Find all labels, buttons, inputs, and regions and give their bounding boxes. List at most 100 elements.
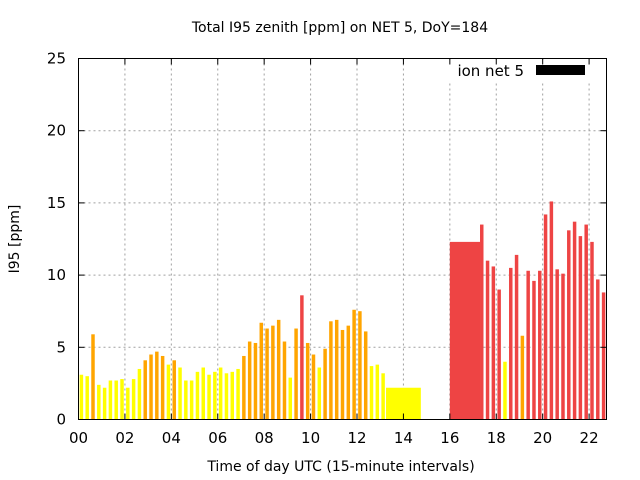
bar — [329, 321, 333, 420]
bar — [195, 371, 200, 420]
bar — [572, 221, 577, 420]
bar — [346, 325, 351, 420]
y-tick-label: 0 — [56, 411, 66, 429]
bar — [300, 295, 304, 420]
bar — [137, 368, 142, 420]
x-tick-label: 16 — [440, 429, 459, 447]
bar — [601, 292, 606, 420]
bar — [584, 224, 588, 420]
y-tick-label: 5 — [56, 338, 66, 356]
bar — [247, 341, 252, 420]
bar — [590, 241, 594, 420]
bar — [526, 270, 530, 420]
bar — [514, 254, 519, 420]
bar — [102, 387, 107, 420]
y-axis-label: I95 [ppm] — [7, 205, 23, 274]
bar — [218, 367, 223, 420]
ticks — [78, 58, 607, 420]
chart-title: Total I95 zenith [ppm] on NET 5, DoY=184 — [191, 20, 488, 36]
y-tick-label: 10 — [47, 266, 66, 284]
bar — [497, 289, 501, 420]
bar — [213, 371, 217, 420]
bar — [340, 329, 345, 420]
bar — [288, 377, 293, 420]
bar — [375, 364, 380, 420]
x-tick-label: 04 — [162, 429, 181, 447]
bar — [120, 379, 124, 420]
bar — [160, 355, 165, 420]
bar — [561, 273, 565, 420]
bar — [352, 309, 356, 420]
bar — [79, 374, 84, 420]
x-tick-label: 08 — [255, 429, 274, 447]
bar — [334, 319, 339, 420]
bar — [265, 328, 269, 420]
bar — [201, 367, 205, 420]
bar — [172, 360, 176, 420]
bar — [149, 354, 153, 420]
bar — [259, 322, 264, 420]
bar — [230, 371, 234, 420]
legend: ion net 5 — [457, 62, 585, 80]
x-tick-label: 20 — [533, 429, 552, 447]
bar — [131, 379, 136, 420]
y-tick-labels: 0 5 10 15 20 25 — [47, 50, 66, 429]
x-axis-label: Time of day UTC (15-minute intervals) — [206, 459, 474, 475]
bar — [207, 374, 211, 420]
bar — [242, 355, 246, 420]
bar — [166, 364, 171, 420]
bar — [596, 279, 600, 420]
x-tick-label: 02 — [115, 429, 134, 447]
bar — [126, 387, 130, 420]
bar — [108, 380, 113, 420]
bar — [178, 367, 182, 420]
bar — [503, 361, 507, 420]
bar — [271, 325, 275, 420]
bar — [567, 230, 571, 420]
x-tick-label: 22 — [580, 429, 599, 447]
x-tick-label: 10 — [301, 429, 320, 447]
bar — [480, 224, 484, 420]
bar — [294, 328, 298, 420]
bar — [555, 269, 559, 420]
bar — [97, 384, 101, 420]
bar — [184, 380, 188, 420]
bar — [253, 342, 258, 420]
bar — [224, 373, 229, 420]
plot-frame — [78, 58, 607, 420]
bar — [549, 201, 554, 420]
bar — [491, 266, 496, 420]
bar — [532, 280, 536, 420]
bar — [276, 319, 281, 420]
legend-swatch — [536, 65, 585, 75]
bar — [155, 351, 159, 420]
bar — [311, 354, 316, 420]
bar — [381, 373, 385, 420]
x-tick-label: 00 — [69, 429, 88, 447]
x-tick-label: 14 — [394, 429, 413, 447]
y-tick-label: 20 — [47, 122, 66, 140]
bar — [143, 360, 147, 420]
bar — [363, 331, 368, 420]
x-tick-label: 18 — [487, 429, 506, 447]
bar — [305, 342, 310, 420]
x-tick-label: 12 — [347, 429, 366, 447]
bar — [538, 270, 542, 420]
y-tick-label: 15 — [47, 194, 66, 212]
y-tick-label: 25 — [47, 50, 66, 68]
bar — [323, 348, 327, 420]
bar — [509, 267, 513, 420]
bar — [485, 260, 490, 420]
bar — [449, 241, 481, 420]
bars — [79, 201, 606, 420]
bar — [85, 376, 89, 420]
bar — [358, 311, 362, 420]
bar — [317, 367, 322, 420]
bar — [236, 368, 240, 420]
legend-label: ion net 5 — [457, 62, 524, 80]
bar — [369, 366, 374, 420]
x-tick-labels: 00 02 04 06 08 10 12 14 16 18 20 22 — [69, 429, 599, 447]
x-tick-label: 06 — [208, 429, 227, 447]
bar — [91, 334, 95, 420]
